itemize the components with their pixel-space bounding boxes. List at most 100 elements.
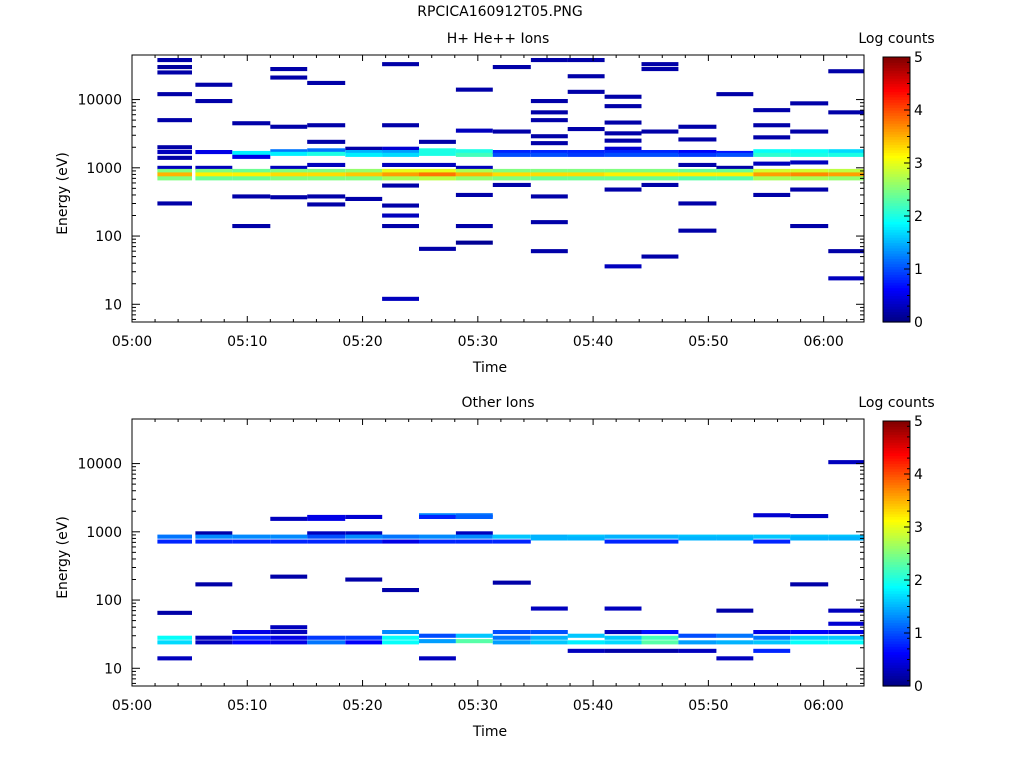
colorbar-segment xyxy=(883,587,910,592)
heatmap-cell xyxy=(716,152,754,157)
heatmap-cell xyxy=(678,228,717,233)
heatmap-cell xyxy=(382,588,419,593)
colorbar-segment xyxy=(883,210,910,214)
colorbar-segment xyxy=(883,72,910,77)
colorbar-segment xyxy=(883,197,910,201)
heatmap-cell xyxy=(270,630,308,635)
heatmap-cell xyxy=(157,534,192,539)
colorbar-segment xyxy=(883,96,910,100)
heatmap-cell xyxy=(567,633,605,638)
heatmap-cell xyxy=(195,534,233,539)
heatmap-cell xyxy=(232,121,271,126)
colorbar-segment xyxy=(883,617,910,621)
heatmap-cell xyxy=(232,168,271,173)
heatmap-cell xyxy=(828,276,864,281)
heatmap-cell xyxy=(382,162,419,167)
heatmap-cell xyxy=(790,172,829,177)
heatmap-cell xyxy=(753,168,791,173)
colorbar-segment xyxy=(883,577,910,581)
heatmap-cell xyxy=(307,640,346,645)
colorbar-segment xyxy=(883,290,910,294)
heatmap-cell xyxy=(790,640,829,645)
heatmap-cell xyxy=(157,145,192,150)
heatmap-cell xyxy=(678,152,717,157)
colorbar-segment xyxy=(883,572,910,576)
heatmap-cell xyxy=(270,195,308,200)
heatmap-cell xyxy=(345,577,383,582)
heatmap-cell xyxy=(641,182,679,187)
colorbar-tick-label: 4 xyxy=(914,467,923,483)
heatmap-cell xyxy=(604,94,642,99)
heatmap-cell xyxy=(345,539,383,544)
colorbar-segment xyxy=(883,431,910,435)
heatmap-cell xyxy=(419,172,456,177)
colorbar-segment xyxy=(883,492,910,496)
colorbar-segment xyxy=(883,603,910,608)
colorbar-segment xyxy=(883,67,910,71)
heatmap-cell xyxy=(345,534,383,539)
colorbar-segment xyxy=(883,258,910,262)
x-tick-label: 05:50 xyxy=(688,334,728,350)
heatmap-cell xyxy=(530,172,568,177)
heatmap-cell xyxy=(790,514,829,519)
heatmap-cell xyxy=(641,176,679,181)
heatmap-cell xyxy=(270,124,308,129)
colorbar-segment xyxy=(883,426,910,430)
colorbar-segment xyxy=(883,184,910,188)
heatmap-cell xyxy=(345,168,383,173)
heatmap-cell xyxy=(492,65,531,70)
colorbar-segment xyxy=(883,497,910,502)
heatmap-cell xyxy=(530,249,568,254)
heatmap-cell xyxy=(716,656,754,661)
colorbar-segment xyxy=(883,314,910,318)
heatmap-cell xyxy=(753,161,791,166)
colorbar-segment xyxy=(883,519,910,523)
panel-other-ions: 05:00 05:10 05:20 05:30 05:40 05:50 06:0010100… xyxy=(55,395,935,740)
heatmap-cell xyxy=(382,123,419,128)
colorbar-tick-label: 2 xyxy=(914,573,923,589)
heatmap-cell xyxy=(790,635,829,640)
colorbar-segment xyxy=(883,670,910,674)
colorbar-segment xyxy=(883,593,910,597)
heatmap-cell xyxy=(195,165,233,170)
heatmap-cell xyxy=(604,606,642,611)
colorbar-segment xyxy=(883,292,910,297)
colorbar-segment xyxy=(883,99,910,103)
colorbar-segment xyxy=(883,173,910,177)
heatmap-cell xyxy=(232,630,271,635)
colorbar-segment xyxy=(883,625,910,629)
heatmap-cell xyxy=(195,99,233,104)
colorbar-segment xyxy=(883,664,910,669)
heatmap-cell xyxy=(307,151,346,156)
colorbar-segment xyxy=(883,452,910,457)
heatmap-cell xyxy=(419,176,456,181)
heatmap-cell xyxy=(492,640,531,645)
heatmap-cell xyxy=(270,165,308,170)
colorbar-segment xyxy=(883,163,910,167)
heatmap-cell xyxy=(492,580,531,585)
heatmap-cell xyxy=(828,536,864,541)
heatmap-cell xyxy=(530,152,568,157)
heatmap-cell xyxy=(382,630,419,635)
heatmap-cell xyxy=(492,176,531,181)
heatmap-cell xyxy=(157,539,192,544)
heatmap-cell xyxy=(604,176,642,181)
heatmap-cell xyxy=(455,633,493,638)
heatmap-cell xyxy=(455,514,493,519)
colorbar-segment xyxy=(883,556,910,560)
colorbar-segment xyxy=(883,606,910,610)
heatmap-cell xyxy=(382,152,419,157)
colorbar-segment xyxy=(883,245,910,249)
heatmap-cell xyxy=(382,539,419,544)
heatmap-cell xyxy=(790,630,829,635)
heatmap-cell xyxy=(753,539,791,544)
heatmap-cell xyxy=(567,74,605,79)
colorbar-segment xyxy=(883,181,910,185)
colorbar-segment xyxy=(883,590,910,594)
heatmap-cell xyxy=(753,172,791,177)
colorbar-segment xyxy=(883,672,910,676)
heatmap-cell xyxy=(382,296,419,301)
colorbar-segment xyxy=(883,112,910,116)
colorbar-segment xyxy=(883,311,910,315)
heatmap-cell xyxy=(678,176,717,181)
